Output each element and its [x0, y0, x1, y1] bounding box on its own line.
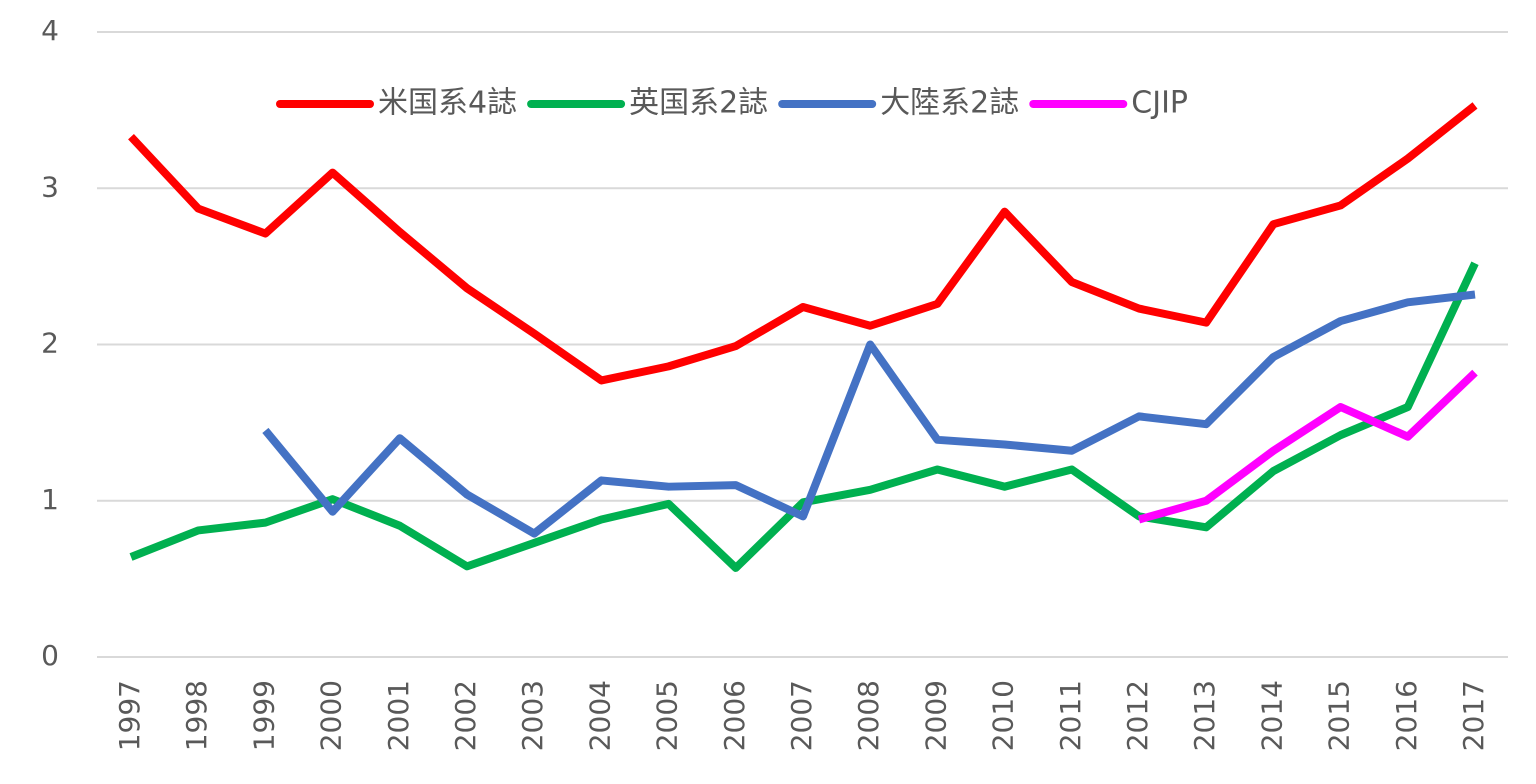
y-tick-label: 2	[41, 327, 59, 360]
x-tick-label: 2002	[449, 680, 482, 751]
y-tick-label: 3	[41, 170, 59, 203]
y-tick-label: 1	[41, 483, 59, 516]
x-tick-label: 2015	[1323, 680, 1356, 751]
series-line	[128, 102, 1478, 385]
x-tick-label: 1997	[113, 680, 146, 751]
x-tick-label: 2001	[382, 680, 415, 751]
legend-label: 米国系4誌	[378, 86, 517, 121]
series-line	[1137, 369, 1478, 524]
x-tick-label: 2017	[1457, 680, 1490, 751]
x-tick-label: 2010	[987, 680, 1020, 751]
x-tick-label: 1999	[247, 680, 280, 751]
x-tick-label: 2000	[315, 680, 348, 751]
series-line	[129, 261, 1479, 572]
y-tick-label: 4	[41, 14, 59, 47]
x-tick-label: 2012	[1121, 680, 1154, 751]
x-tick-label: 2014	[1255, 680, 1288, 751]
x-tick-label: 2005	[651, 680, 684, 751]
series-line	[262, 290, 1476, 538]
x-tick-label: 2009	[919, 680, 952, 751]
x-tick-label: 2004	[583, 680, 616, 751]
legend-label: 大陸系2誌	[880, 86, 1019, 121]
y-tick-label: 0	[41, 639, 59, 672]
x-tick-label: 2011	[1054, 680, 1087, 751]
x-tick-label: 2008	[852, 680, 885, 751]
legend-label: 英国系2誌	[629, 86, 768, 121]
x-tick-label: 2013	[1188, 680, 1221, 751]
x-tick-label: 1998	[180, 680, 213, 751]
x-tick-label: 2007	[785, 680, 818, 751]
x-tick-label: 2003	[516, 680, 549, 751]
x-tick-label: 2016	[1390, 680, 1423, 751]
x-tick-label: 2006	[718, 680, 751, 751]
legend-label: CJIP	[1131, 86, 1188, 121]
